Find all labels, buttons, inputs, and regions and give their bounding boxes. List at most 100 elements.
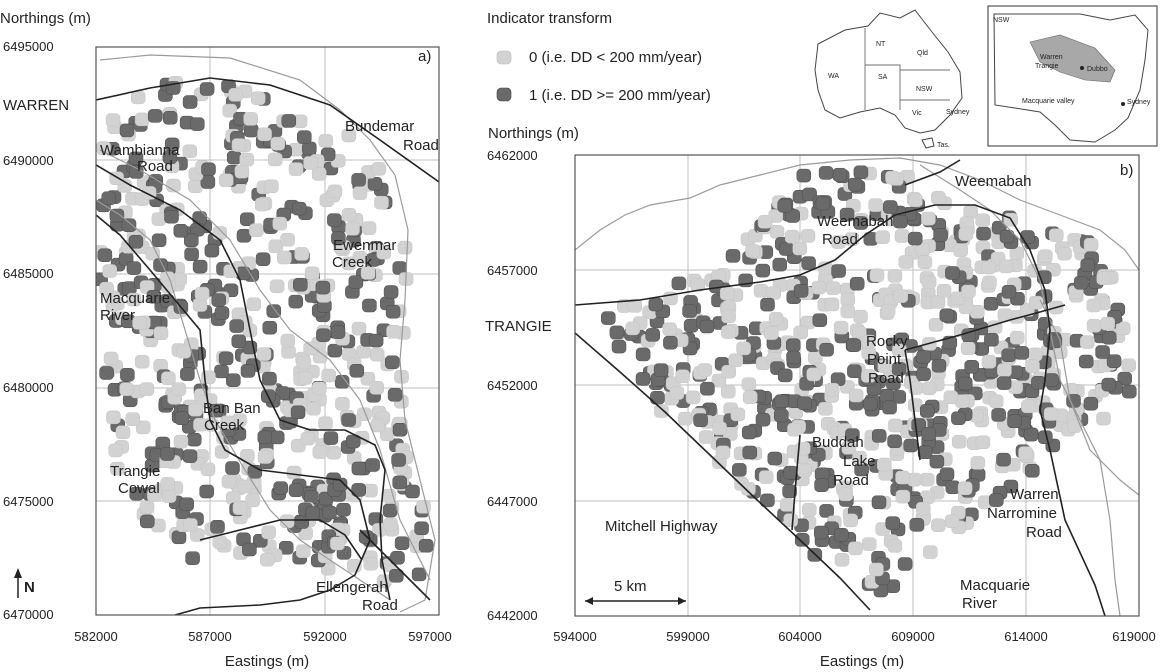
cell-class-1 — [160, 447, 175, 461]
cell-class-0 — [246, 297, 262, 312]
cell-class-0 — [280, 232, 295, 247]
cell-class-0 — [915, 501, 931, 516]
cell-class-1 — [882, 400, 897, 415]
cell-class-0 — [304, 266, 320, 280]
cell-class-1 — [392, 475, 407, 490]
cell-class-1 — [1001, 285, 1017, 299]
cell-class-0 — [721, 364, 736, 379]
cell-class-0 — [212, 226, 227, 240]
cell-class-1 — [120, 368, 135, 382]
map-a-place-label: Creek — [204, 417, 245, 434]
map-b-y-tick: 6462000 — [487, 148, 538, 163]
map-a-x-tick: 582000 — [74, 629, 117, 644]
cell-class-0 — [188, 179, 203, 194]
cell-class-0 — [250, 91, 266, 106]
cell-class-0 — [981, 354, 997, 369]
legend-swatch-0 — [496, 50, 512, 65]
cell-class-0 — [267, 152, 283, 167]
cell-class-1 — [1122, 384, 1137, 399]
cell-class-1 — [976, 226, 991, 241]
cell-class-1 — [288, 483, 304, 497]
cell-class-0 — [212, 535, 228, 549]
map-b-place-label: Rocky — [866, 333, 908, 350]
cell-class-1 — [192, 211, 207, 225]
cell-class-1 — [365, 458, 380, 472]
map-b-place-label: Weemabah — [817, 213, 893, 230]
cell-class-1 — [128, 234, 144, 249]
cell-class-1 — [999, 229, 1015, 244]
cell-class-0 — [295, 544, 311, 558]
dubbo-marker — [1080, 66, 1084, 70]
cell-class-1 — [885, 516, 901, 530]
australia-outline — [814, 9, 963, 134]
cell-class-1 — [909, 518, 925, 532]
cell-class-1 — [863, 397, 878, 411]
cell-class-1 — [601, 311, 616, 325]
cell-class-0 — [1025, 359, 1040, 373]
cell-class-0 — [898, 255, 914, 269]
map-a-place-label: Macquarie — [100, 290, 170, 307]
cell-class-0 — [139, 382, 155, 396]
cell-class-0 — [970, 456, 986, 470]
map-a-y-ticks: 6495000 6490000 6485000 6480000 6475000 … — [3, 39, 54, 622]
cell-class-0 — [234, 164, 250, 179]
cell-class-0 — [369, 381, 384, 395]
cell-class-0 — [627, 299, 643, 313]
cell-class-1 — [635, 347, 651, 362]
cell-class-1 — [939, 467, 955, 481]
cell-class-0 — [919, 472, 935, 487]
cell-class-1 — [699, 319, 715, 334]
cell-class-1 — [1025, 464, 1040, 478]
cell-class-1 — [996, 452, 1011, 467]
cell-class-1 — [126, 261, 142, 275]
cell-class-0 — [712, 421, 727, 436]
cell-class-0 — [982, 275, 997, 290]
cell-class-0 — [921, 211, 936, 226]
map-b-place-label: Road — [1026, 524, 1062, 541]
cell-class-0 — [254, 197, 270, 212]
map-a-area-boundary — [99, 54, 436, 613]
cell-class-1 — [211, 293, 226, 307]
cell-class-0 — [272, 216, 288, 231]
cell-class-0 — [303, 341, 318, 356]
map-a-y-tick: 6480000 — [3, 380, 54, 395]
cell-class-1 — [700, 381, 715, 396]
cell-class-0 — [988, 394, 1004, 408]
map-b-place-label: Lake — [843, 453, 876, 470]
cell-class-0 — [1096, 271, 1112, 285]
cell-class-0 — [139, 500, 155, 514]
cell-class-0 — [397, 240, 413, 255]
cell-class-0 — [757, 215, 773, 229]
cell-class-0 — [944, 514, 960, 529]
inset-region-label: SA — [878, 74, 888, 81]
cell-class-0 — [192, 298, 208, 312]
cell-class-0 — [257, 127, 272, 142]
cell-class-1 — [327, 343, 343, 358]
cell-class-1 — [1095, 345, 1110, 359]
cell-class-1 — [732, 463, 747, 477]
cell-class-1 — [907, 231, 923, 246]
map-a-place-label: Cowal — [118, 480, 160, 497]
cell-class-0 — [981, 260, 996, 275]
cell-class-1 — [774, 408, 789, 423]
cell-class-0 — [936, 284, 952, 298]
map-b-y-tick: 6457000 — [487, 263, 538, 278]
inset-region-label: NT — [876, 41, 886, 48]
inset-nsw-label: Warren — [1040, 54, 1063, 61]
cell-class-1 — [236, 229, 252, 243]
cell-class-0 — [818, 402, 833, 416]
cell-class-1 — [755, 412, 771, 427]
cell-class-1 — [797, 396, 812, 410]
cell-class-0 — [161, 371, 176, 386]
cell-class-1 — [336, 502, 351, 517]
map-b-x-axis-label: Eastings (m) — [820, 653, 904, 670]
cell-class-1 — [290, 405, 306, 420]
cell-class-1 — [262, 320, 278, 335]
cell-class-1 — [121, 218, 137, 232]
cell-class-1 — [185, 551, 200, 565]
map-a-macquarie-river — [96, 199, 391, 601]
cell-class-0 — [341, 208, 357, 222]
cell-class-0 — [356, 344, 371, 359]
cell-class-1 — [989, 493, 1004, 507]
